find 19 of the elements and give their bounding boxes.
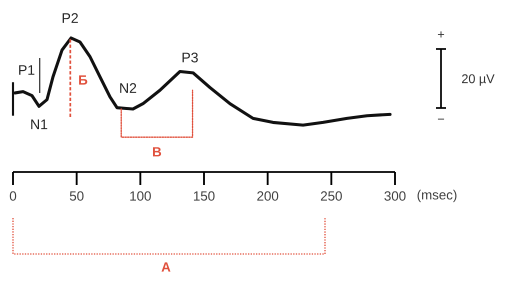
ref-line-label: Б — [79, 75, 88, 85]
ref-line-label: P1 — [19, 65, 34, 75]
x-axis-title: (msec) — [418, 190, 456, 202]
x-tick-label: 100 — [130, 191, 151, 201]
x-tick-label: 250 — [320, 191, 342, 201]
x-tick-label: 50 — [70, 191, 84, 201]
x-tick-label: 300 — [384, 191, 406, 201]
text: − — [438, 118, 444, 120]
annotation: N1 — [31, 120, 48, 130]
series-label: В — [152, 147, 162, 156]
annotation: N2 — [120, 83, 136, 93]
annotation: P3 — [182, 52, 198, 62]
x-tick-label: 0 — [10, 191, 16, 201]
text: + — [438, 31, 444, 38]
text: 20 µV — [462, 74, 495, 86]
annotation: P2 — [62, 13, 78, 23]
text: A — [162, 262, 170, 272]
x-tick-label: 200 — [257, 191, 278, 201]
x-tick-label: 150 — [194, 191, 215, 201]
